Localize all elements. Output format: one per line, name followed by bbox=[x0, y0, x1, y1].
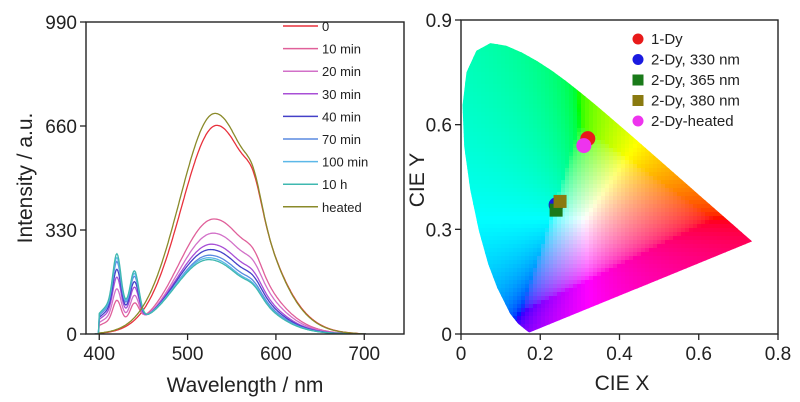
legend-label: 30 min bbox=[322, 87, 361, 102]
series-line-heated bbox=[94, 112, 366, 334]
plot-frame-left bbox=[85, 21, 405, 335]
cie-axis-ticks: 0 0.2 0.4 0.6 0.8 0 0.3 0.6 0.9 bbox=[426, 11, 792, 365]
legend-marker bbox=[632, 33, 644, 45]
spectrum-legend: 0 10 min 20 min 30 min 40 min 70 min 100 min 10… bbox=[283, 19, 368, 215]
y-tick-label: 0.3 bbox=[426, 220, 452, 241]
y-axis-label-left: Intensity / a.u. bbox=[14, 113, 37, 244]
emission-spectrum-chart: 400 500 600 700 0 330 660 990 0 10 min 20 min 30 m… bbox=[14, 13, 405, 397]
legend-label: 2-Dy, 380 nm bbox=[651, 93, 740, 110]
x-tick-label: 500 bbox=[172, 344, 204, 365]
series-line-30-min bbox=[94, 243, 366, 334]
legend-label: 10 min bbox=[322, 42, 361, 57]
series-line-10-h bbox=[94, 252, 366, 334]
legend-label: heated bbox=[322, 200, 362, 215]
cie-chromaticity-chart: 0 0.2 0.4 0.6 0.8 0 0.3 0.6 0.9 1-Dy 2-Dy, 330 nm… bbox=[406, 11, 791, 395]
y-tick-label: 0.6 bbox=[426, 116, 452, 137]
y-tick-label: 660 bbox=[45, 117, 77, 138]
x-tick-label: 0.8 bbox=[765, 344, 791, 365]
x-tick-label: 400 bbox=[83, 344, 115, 365]
cie-points bbox=[548, 131, 596, 217]
spectrum-axis-ticks: 400 500 600 700 0 330 660 990 bbox=[45, 13, 380, 365]
x-tick-label: 600 bbox=[260, 344, 292, 365]
y-tick-label: 0.9 bbox=[426, 11, 452, 32]
point-2-dy-380-nm bbox=[553, 194, 567, 208]
point-2-dy-heated bbox=[576, 138, 592, 154]
legend-marker bbox=[632, 95, 644, 106]
cie-legend: 1-Dy 2-Dy, 330 nm 2-Dy, 365 nm 2-Dy, 380 nm… bbox=[632, 31, 740, 130]
x-tick-label: 0 bbox=[456, 344, 467, 365]
x-axis-label-right: CIE X bbox=[595, 372, 650, 395]
x-tick-label: 0.4 bbox=[606, 344, 633, 365]
legend-marker bbox=[632, 115, 644, 127]
legend-label: 2-Dy, 365 nm bbox=[651, 72, 740, 89]
x-axis-label-left: Wavelength / nm bbox=[167, 374, 324, 397]
series-line-40-min bbox=[94, 248, 366, 334]
legend-marker bbox=[632, 54, 644, 65]
y-tick-label: 0 bbox=[66, 325, 77, 346]
x-tick-label: 0.6 bbox=[686, 344, 712, 365]
y-tick-label: 0 bbox=[441, 325, 452, 346]
x-tick-label: 700 bbox=[348, 344, 380, 365]
legend-label: 2-Dy-heated bbox=[651, 113, 734, 130]
spectrum-curves bbox=[94, 112, 366, 334]
series-line-20-min bbox=[94, 232, 366, 334]
x-tick-label: 0.2 bbox=[527, 344, 553, 365]
y-tick-label: 990 bbox=[45, 13, 77, 34]
legend-label: 10 h bbox=[322, 177, 347, 192]
legend-label: 70 min bbox=[322, 132, 361, 147]
legend-label: 1-Dy bbox=[651, 31, 683, 48]
y-axis-label-right: CIE Y bbox=[406, 153, 429, 207]
y-tick-label: 330 bbox=[45, 221, 77, 242]
legend-label: 2-Dy, 330 nm bbox=[651, 52, 740, 69]
legend-marker bbox=[632, 74, 644, 86]
legend-label: 100 min bbox=[322, 155, 368, 170]
legend-label: 0 bbox=[322, 19, 329, 34]
legend-label: 40 min bbox=[322, 109, 361, 124]
legend-label: 20 min bbox=[322, 64, 361, 79]
